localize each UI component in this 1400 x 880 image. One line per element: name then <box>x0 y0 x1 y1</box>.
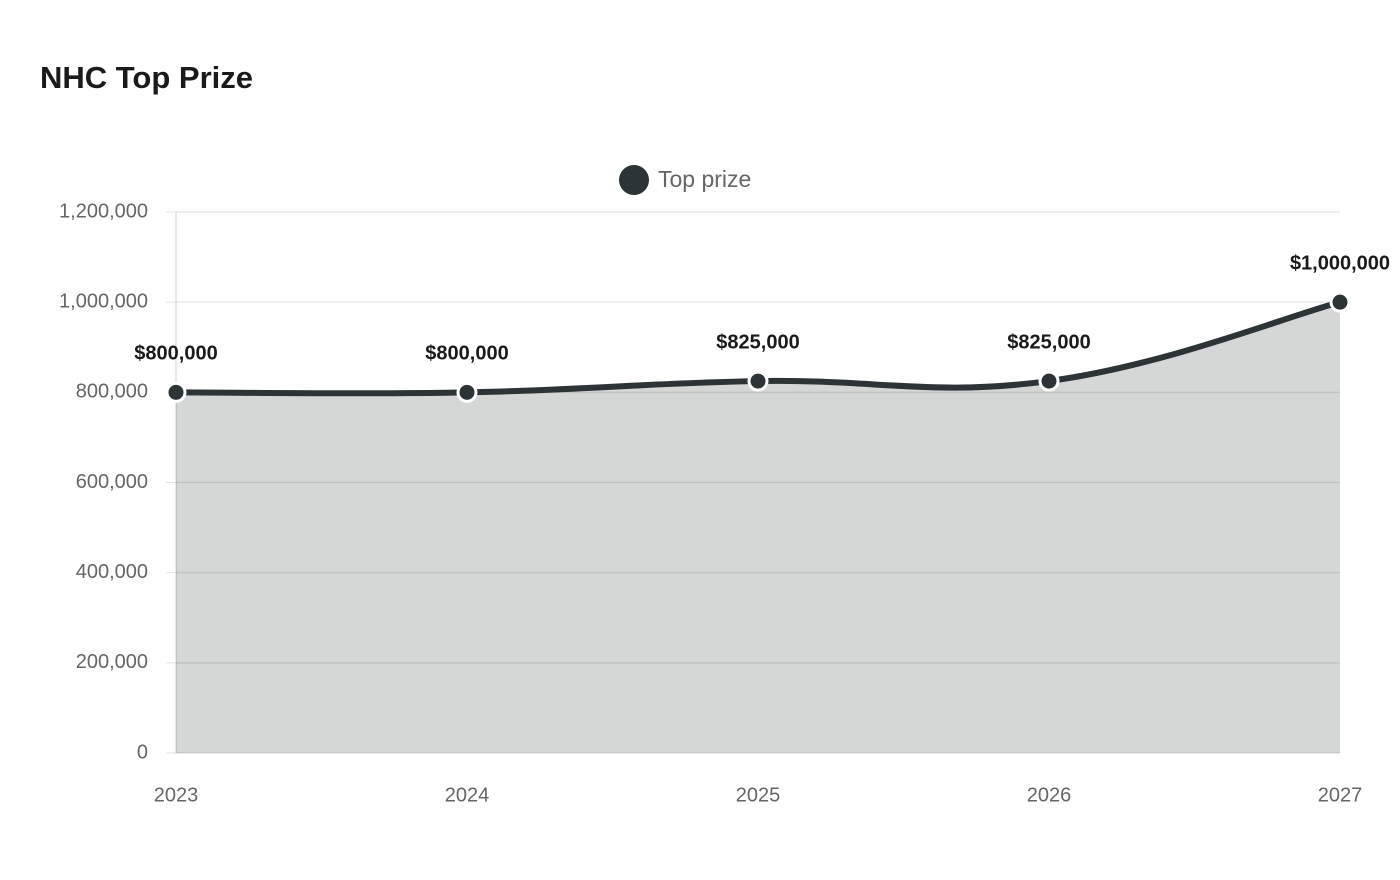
y-tick-label: 0 <box>137 741 148 763</box>
area <box>176 302 1340 753</box>
legend-marker <box>619 165 649 195</box>
point <box>456 381 478 403</box>
value-label: $825,000 <box>716 331 799 353</box>
point <box>747 370 769 392</box>
y-tick-label: 200,000 <box>76 651 148 673</box>
x-tick-label: 2027 <box>1318 784 1363 806</box>
y-tick-label: 1,200,000 <box>59 200 148 222</box>
value-label: $800,000 <box>425 343 508 365</box>
y-tick-label: 600,000 <box>76 471 148 493</box>
x-tick-label: 2024 <box>445 784 490 806</box>
x-tick-label: 2026 <box>1027 784 1072 806</box>
value-label: $1,000,000 <box>1290 252 1390 274</box>
point <box>1038 370 1060 392</box>
value-label: $825,000 <box>1007 331 1090 353</box>
y-tick-label: 400,000 <box>76 561 148 583</box>
value-label: $800,000 <box>134 343 217 365</box>
x-tick-label: 2023 <box>154 784 199 806</box>
point <box>165 381 187 403</box>
x-tick-label: 2025 <box>736 784 781 806</box>
legend-label: Top prize <box>658 166 751 192</box>
y-tick-label: 800,000 <box>76 381 148 403</box>
chart-title: NHC Top Prize <box>40 60 253 95</box>
y-tick-label: 1,000,000 <box>59 290 148 312</box>
point <box>1329 291 1351 313</box>
